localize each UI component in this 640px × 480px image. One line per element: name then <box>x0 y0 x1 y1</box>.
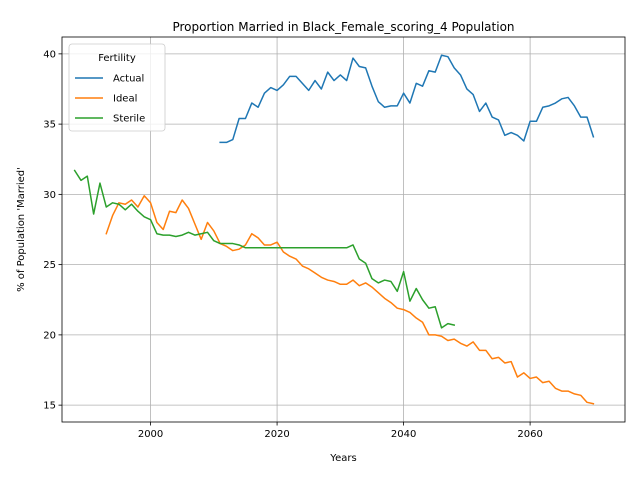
series-line-actual <box>219 54 595 144</box>
x-tick-label: 2000 <box>138 429 163 440</box>
legend-entries: Actual Ideal Sterile <box>75 74 145 125</box>
y-tick-label: 30 <box>43 190 56 201</box>
x-tick-label: 2060 <box>517 429 542 440</box>
y-tick-label: 25 <box>43 260 56 271</box>
plot-frame <box>61 36 626 423</box>
legend: Fertility Actual Ideal Sterile <box>68 43 166 132</box>
y-tick-label: 35 <box>43 120 56 131</box>
y-axis-label: % of Population 'Married' <box>16 167 27 292</box>
plot-series <box>73 54 595 405</box>
series-line-sterile <box>73 169 456 329</box>
x-tick-label: 2020 <box>264 429 289 440</box>
legend-box <box>68 43 166 132</box>
x-tick-label: 2040 <box>391 429 416 440</box>
y-tick-label: 15 <box>43 401 56 412</box>
series-line-ideal <box>105 195 595 405</box>
legend-title: Fertility <box>98 53 136 64</box>
x-axis-label: Years <box>329 453 356 464</box>
legend-label-ideal: Ideal <box>113 94 137 105</box>
legend-label-actual: Actual <box>113 74 144 85</box>
y-tick-label: 20 <box>43 330 56 341</box>
y-tick-label: 40 <box>43 49 56 60</box>
x-axis: 2000 2020 2040 2060 <box>138 422 543 440</box>
y-axis: 15 20 25 30 35 40 <box>43 49 62 412</box>
legend-label-sterile: Sterile <box>113 114 145 125</box>
chart-title: Proportion Married in Black_Female_scori… <box>172 20 514 34</box>
